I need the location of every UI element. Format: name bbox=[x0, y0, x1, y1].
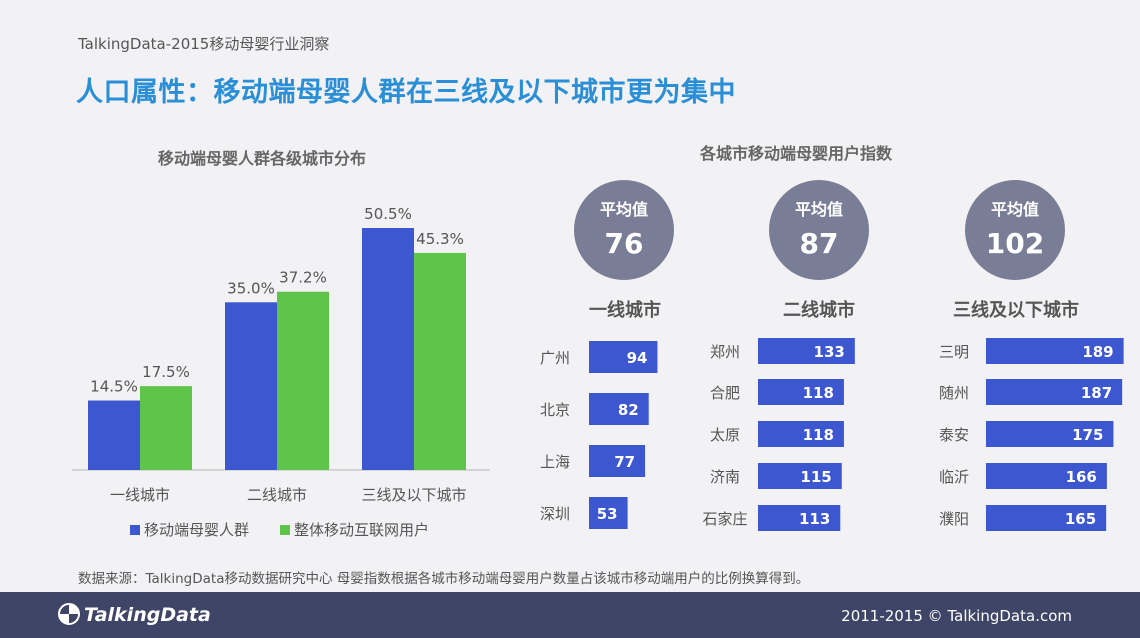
bar-mom-baby bbox=[362, 228, 414, 470]
average-circle bbox=[574, 180, 674, 280]
city-tier-distribution-chart: 14.5%17.5% 一线城市 35.0%37.2% 二线城市 50.5%45.3% 三线… bbox=[72, 205, 490, 539]
tier-title: 三线及以下城市 bbox=[953, 299, 1079, 321]
city-label: 三明 bbox=[939, 343, 969, 361]
index-bar bbox=[758, 505, 841, 531]
index-bar bbox=[758, 338, 855, 364]
city-label: 合肥 bbox=[710, 384, 740, 402]
index-value: 189 bbox=[1082, 343, 1113, 361]
index-value: 166 bbox=[1066, 468, 1097, 486]
bar-overall bbox=[277, 291, 329, 470]
index-value: 82 bbox=[618, 401, 639, 419]
x-tick-label: 三线及以下城市 bbox=[361, 486, 466, 504]
footer-logo[interactable]: TalkingData bbox=[58, 603, 211, 626]
city-label: 石家庄 bbox=[702, 510, 747, 528]
index-bar bbox=[589, 393, 649, 425]
city-label: 广州 bbox=[540, 349, 570, 367]
city-label: 泰安 bbox=[939, 426, 969, 444]
city-label: 郑州 bbox=[710, 343, 740, 361]
bar-overall bbox=[140, 386, 192, 470]
index-value: 175 bbox=[1072, 426, 1103, 444]
report-label: TalkingData-2015移动母婴行业洞察 bbox=[78, 35, 330, 53]
x-tick-label: 一线城市 bbox=[110, 486, 170, 504]
index-value: 53 bbox=[597, 505, 618, 523]
index-bar bbox=[986, 379, 1123, 405]
index-value: 165 bbox=[1065, 510, 1096, 528]
city-label: 北京 bbox=[540, 401, 570, 419]
average-circle bbox=[965, 180, 1065, 280]
left-chart-title: 移动端母婴人群各级城市分布 bbox=[158, 149, 367, 168]
bar-overall bbox=[414, 252, 466, 470]
legend-label: 移动端母婴人群 bbox=[144, 521, 249, 539]
city-label: 太原 bbox=[710, 426, 740, 444]
index-value: 133 bbox=[814, 343, 845, 361]
index-bar bbox=[986, 463, 1107, 489]
average-label: 平均值 bbox=[991, 200, 1039, 219]
index-bar bbox=[758, 421, 844, 447]
average-label: 平均值 bbox=[795, 200, 843, 219]
footer-logo-text: TalkingData bbox=[84, 604, 211, 626]
index-bar bbox=[589, 445, 646, 477]
bar-mom-baby bbox=[225, 302, 277, 470]
tier-title: 二线城市 bbox=[783, 299, 855, 321]
city-label: 济南 bbox=[710, 468, 740, 486]
source-note: 数据来源：TalkingData移动数据研究中心 母婴指数根据各城市移动端母婴用… bbox=[78, 571, 810, 587]
average-circle bbox=[769, 180, 869, 280]
index-bar bbox=[758, 379, 844, 405]
data-label: 45.3% bbox=[416, 230, 464, 248]
talkingdata-logo-icon bbox=[58, 603, 80, 625]
city-label: 深圳 bbox=[540, 505, 570, 523]
x-tick-label: 二线城市 bbox=[247, 486, 307, 504]
index-bar bbox=[986, 505, 1107, 531]
index-bar bbox=[589, 341, 658, 373]
city-label: 上海 bbox=[540, 453, 570, 471]
data-label: 50.5% bbox=[364, 205, 412, 223]
index-value: 77 bbox=[614, 453, 635, 471]
average-label: 平均值 bbox=[600, 200, 648, 219]
city-label: 临沂 bbox=[939, 468, 969, 486]
page-title: 人口属性：移动端母婴人群在三线及以下城市更为集中 bbox=[76, 77, 736, 108]
average-value: 76 bbox=[605, 227, 644, 260]
index-value: 118 bbox=[803, 384, 834, 402]
index-value: 118 bbox=[803, 426, 834, 444]
index-value: 94 bbox=[627, 349, 648, 367]
city-label: 濮阳 bbox=[939, 510, 969, 528]
data-label: 17.5% bbox=[142, 363, 190, 381]
average-value: 102 bbox=[986, 227, 1044, 260]
index-bar bbox=[986, 338, 1124, 364]
footer-bar: TalkingData 2011-2015 © TalkingData.com bbox=[0, 592, 1140, 638]
index-bar bbox=[758, 463, 842, 489]
index-bar bbox=[986, 421, 1114, 447]
index-value: 115 bbox=[800, 468, 831, 486]
footer-copyright: 2011-2015 © TalkingData.com bbox=[841, 607, 1072, 625]
legend-label: 整体移动互联网用户 bbox=[294, 521, 429, 539]
data-label: 14.5% bbox=[90, 378, 138, 396]
data-label: 35.0% bbox=[227, 279, 275, 297]
tier-title: 一线城市 bbox=[589, 299, 661, 321]
legend-swatch bbox=[130, 525, 140, 535]
city-label: 随州 bbox=[939, 384, 969, 402]
index-value: 187 bbox=[1081, 384, 1112, 402]
legend-swatch bbox=[280, 525, 290, 535]
data-label: 37.2% bbox=[279, 269, 327, 287]
index-value: 113 bbox=[799, 510, 830, 528]
average-value: 87 bbox=[800, 227, 839, 260]
bar-mom-baby bbox=[88, 400, 140, 470]
index-bar bbox=[589, 497, 628, 529]
right-chart-title: 各城市移动端母婴用户指数 bbox=[700, 144, 893, 163]
